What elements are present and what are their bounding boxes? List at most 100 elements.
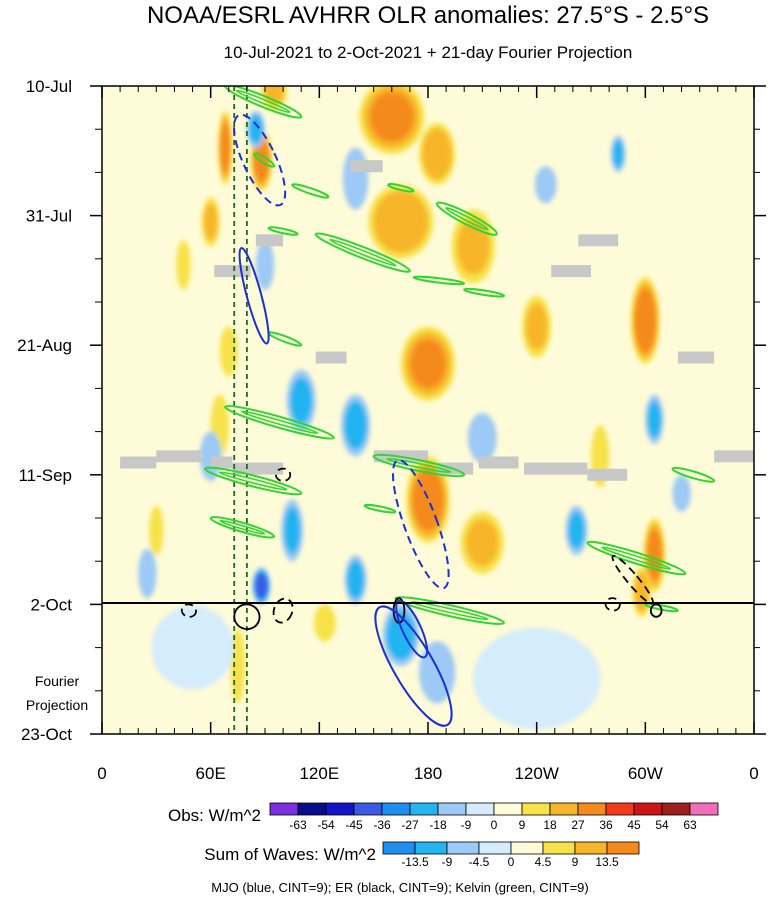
kelvin-contour-4-outer: [435, 201, 498, 236]
obs-colorbar-swatch-14: [661, 802, 691, 816]
kelvin-wave-contours: [204, 86, 716, 626]
mjo-contour-3: [395, 599, 429, 659]
er-contour-6: [649, 603, 663, 618]
anomaly-blob-19: [313, 604, 336, 642]
kelvin-contour-13: [209, 516, 276, 539]
missing-data-bar-9: [210, 456, 233, 469]
kelvin-contour-1-outer: [253, 152, 276, 168]
y-tick-label-4: 2-Oct: [30, 595, 72, 614]
missing-data-bar-6: [677, 351, 715, 364]
anomaly-blob-31: [255, 573, 268, 599]
mjo-contours: [233, 113, 453, 727]
missing-data-bar-8: [156, 450, 202, 463]
obs-colorbar-swatch-7: [465, 802, 495, 816]
missing-data-bars: [120, 160, 754, 481]
anomaly-blob-0: [220, 121, 231, 174]
obs-colorbar-level-9: 18: [543, 818, 557, 832]
kelvin-contour-14: [586, 540, 687, 576]
anomaly-blob-22: [248, 114, 263, 144]
waves-colorbar-level-0: -13.5: [401, 855, 429, 869]
kelvin-contour-4-inner: [445, 207, 489, 231]
kelvin-contour-11-outer: [372, 453, 466, 478]
anomaly-blob-34: [419, 641, 456, 704]
missing-data-bar-3: [214, 265, 251, 278]
x-tick-label-4: 120W: [514, 764, 558, 783]
obs-colorbar-swatch-6: [437, 802, 467, 816]
kelvin-contour-6-outer: [314, 232, 411, 273]
y-axis: 10-Jul 31-Jul 21-Aug 11-Sep 2-Oct 23-Oct: [17, 77, 766, 744]
anomaly-blob-1: [253, 137, 270, 183]
projection-label-line-1: Fourier: [35, 673, 80, 689]
anomaly-blob-41: [472, 627, 601, 730]
anomaly-blob-16: [646, 529, 663, 581]
kelvin-contour-4: [435, 201, 498, 236]
anomaly-blob-2: [264, 86, 284, 107]
kelvin-contour-6: [314, 232, 411, 273]
wave-legend-note: MJO (blue, CINT=9); ER (black, CINT=9); …: [211, 880, 588, 895]
projection-label: Fourier Projection: [26, 673, 88, 713]
waves-colorbar-level-2: -4.5: [469, 855, 490, 869]
obs-colorbar-swatch-1: [297, 802, 327, 816]
obs-colorbar-swatch-10: [549, 802, 579, 816]
kelvin-contour-13-outer: [209, 516, 276, 539]
x-tick-label-5: 60W: [628, 764, 663, 783]
waves-colorbar-level-1: -9: [442, 855, 453, 869]
anomaly-blob-23: [342, 147, 369, 210]
kelvin-contour-16: [394, 596, 506, 626]
kelvin-contour-17-outer: [363, 503, 397, 514]
anomaly-blob-25: [534, 166, 557, 204]
anomaly-blob-7: [203, 203, 218, 241]
obs-colorbar-level-0: -63: [289, 818, 307, 832]
anomaly-blob-9: [219, 326, 238, 377]
kelvin-contour-10-inner: [240, 410, 319, 435]
obs-colorbar-level-12: 45: [627, 818, 641, 832]
kelvin-contour-3-outer: [387, 183, 415, 193]
x-tick-label-0: 0: [97, 764, 106, 783]
anomaly-blob-24: [255, 240, 275, 290]
obs-colorbar-swatch-2: [325, 802, 355, 816]
obs-colorbar-level-10: 27: [571, 818, 585, 832]
anomaly-blob-10: [410, 339, 446, 389]
obs-colorbar-label: Obs: W/m^2: [168, 806, 261, 825]
obs-colorbar-swatch-4: [381, 802, 411, 816]
anomaly-blob-6: [456, 218, 490, 275]
kelvin-contour-6-inner: [329, 238, 397, 267]
obs-colorbar-swatch-8: [493, 802, 523, 816]
waves-colorbar-swatch-7: [606, 841, 640, 855]
obs-colorbar-level-3: -36: [373, 818, 391, 832]
waves-colorbar-level-3: 0: [508, 855, 515, 869]
anomaly-blob-14: [412, 468, 444, 531]
obs-colorbar-swatch-11: [577, 802, 607, 816]
mjo-contour-0: [233, 113, 287, 207]
anomaly-blob-3: [369, 92, 414, 142]
x-tick-label-2: 120E: [299, 764, 339, 783]
obs-colorbar-level-11: 36: [599, 818, 613, 832]
obs-colorbar-level-2: -45: [345, 818, 363, 832]
missing-data-bar-15: [587, 468, 628, 481]
waves-colorbar-swatch-1: [414, 841, 448, 855]
kelvin-contour-2-outer: [291, 183, 330, 199]
obs-colorbar-level-4: -27: [401, 818, 419, 832]
waves-colorbar-level-4: 4.5: [535, 855, 552, 869]
waves-colorbar-label: Sum of Waves: W/m^2: [204, 845, 376, 864]
kelvin-contour-7: [412, 275, 466, 286]
er-contour-2: [180, 603, 197, 618]
missing-data-bar-7: [120, 456, 157, 469]
missing-data-bar-2: [578, 234, 619, 247]
anomaly-blob-28: [344, 401, 367, 450]
kelvin-contour-0-inner: [235, 89, 291, 114]
anomaly-blob-11: [525, 303, 548, 351]
kelvin-contour-7-outer: [412, 275, 466, 286]
obs-colorbar-level-13: 54: [655, 818, 669, 832]
waves-colorbar-swatch-4: [510, 841, 544, 855]
anomaly-blob-15: [465, 519, 499, 567]
kelvin-contour-16-inner: [410, 601, 489, 621]
waves-colorbar-swatch-5: [542, 841, 576, 855]
kelvin-contour-8: [463, 287, 506, 298]
anomaly-blob-36: [568, 511, 585, 549]
waves-colorbar-swatch-3: [478, 841, 512, 855]
obs-colorbar-swatch-12: [605, 802, 635, 816]
missing-data-bar-10: [232, 462, 284, 475]
kelvin-contour-15-outer: [671, 466, 716, 483]
